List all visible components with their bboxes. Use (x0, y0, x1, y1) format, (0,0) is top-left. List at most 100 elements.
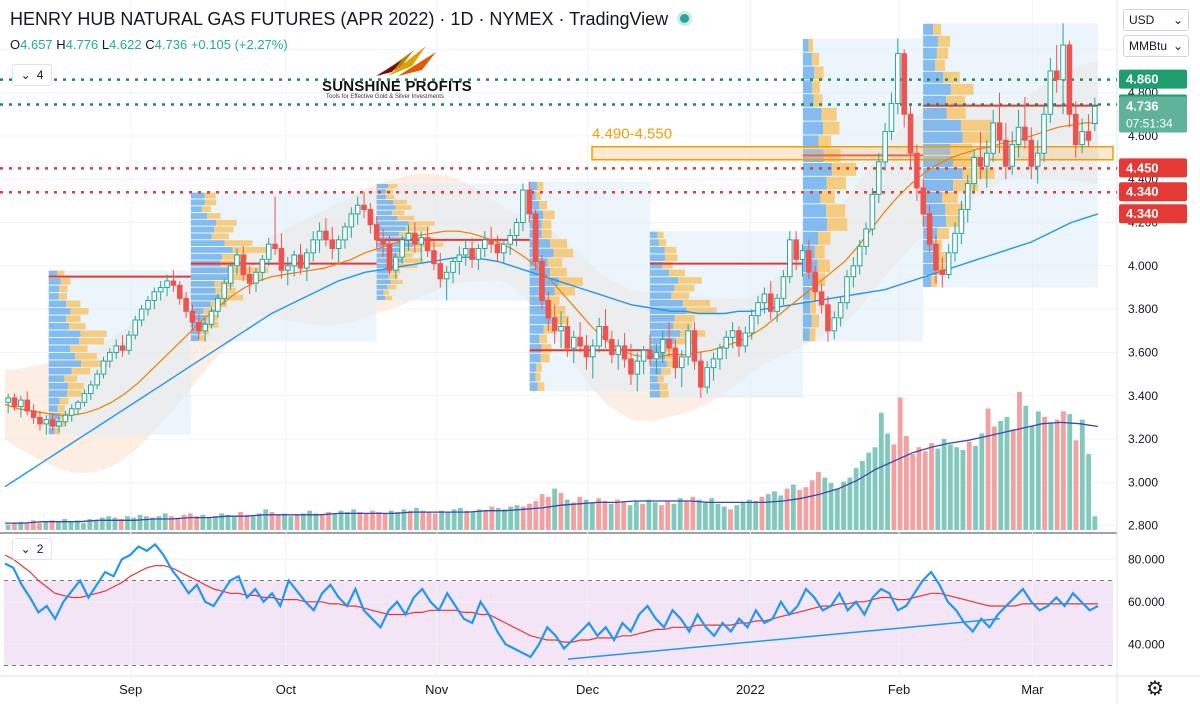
volume-bar (131, 517, 137, 530)
candle-body (75, 401, 81, 410)
volume-bar (809, 480, 815, 530)
candle-body (221, 282, 228, 299)
volume-profile-row-down (950, 143, 973, 155)
volume-profile-row-up (190, 199, 205, 206)
volume-profile-row-down (75, 352, 97, 360)
volume-bar (709, 498, 715, 530)
candle-body (157, 286, 164, 293)
candle-body (653, 351, 660, 360)
volume-profile-row-up (190, 240, 225, 247)
volume-profile-row-up (923, 107, 947, 119)
rsi-indicators-toggle[interactable]: ⌄ 2 (12, 538, 52, 560)
volume-profile-row-down (388, 274, 399, 279)
main-indicator-count: 4 (36, 68, 44, 82)
candle-body (316, 230, 323, 241)
candle-body (43, 419, 50, 425)
ohlc-legend: O4.657 H4.776 L4.622 C4.736 +0.105 (+2.2… (10, 37, 288, 52)
candle-body (107, 351, 113, 362)
volume-profile-row-up (649, 345, 665, 352)
volume-profile-row-down (389, 269, 401, 274)
volume-profile-row-up (923, 167, 963, 179)
volume-profile-row-down (817, 259, 830, 273)
volume-profile-row-up (923, 35, 938, 47)
volume-profile-row-down (935, 263, 946, 275)
candle-body (799, 250, 806, 260)
volume-bar (816, 472, 821, 530)
volume-bar (577, 496, 583, 530)
price-tick-label: 3.800 (1128, 302, 1158, 316)
volume-bar (401, 509, 407, 530)
volume-bar (213, 516, 218, 530)
volume-profile-row-down (59, 397, 69, 405)
candle-body (558, 325, 564, 332)
candle-body (621, 345, 628, 360)
time-tick-label: Sep (119, 682, 142, 697)
volume-bar (263, 509, 269, 530)
volume-profile-row-up (48, 375, 65, 382)
volume-profile-row-up (923, 155, 954, 167)
volume-profile-row-up (376, 231, 399, 237)
volume-profile-row-up (649, 246, 665, 254)
unit-select[interactable]: MMBtu ⌄ (1123, 35, 1189, 57)
candle-body (685, 330, 691, 358)
candle-body (1022, 126, 1028, 141)
volume-profile-row-up (923, 83, 951, 95)
volume-bar (922, 451, 928, 530)
volume-bar (910, 454, 916, 530)
volume-profile-row-down (665, 254, 678, 262)
volume-profile-row-up (923, 263, 936, 275)
candle-body (462, 248, 469, 256)
volume-profile-row-down (204, 199, 217, 206)
level-price-label: 4.860 (1126, 72, 1159, 87)
candle-body (443, 271, 450, 280)
rsi-band-fill (4, 580, 1113, 666)
volume-profile-row-up (190, 253, 222, 260)
currency-select[interactable]: USD ⌄ (1123, 9, 1189, 31)
volume-bar (1042, 416, 1048, 530)
volume-bar (903, 436, 909, 530)
volume-profile-row-down (827, 218, 848, 231)
main-indicators-toggle[interactable]: ⌄ 4 (12, 64, 52, 86)
volume-profile-row-up (649, 330, 681, 337)
low-value: 4.622 (109, 37, 142, 52)
volume-profile-row-down (54, 427, 60, 435)
volume-profile-row-down (937, 227, 949, 239)
volume-bar (250, 516, 256, 530)
volume-bar (55, 521, 61, 530)
volume-profile-row-up (48, 330, 81, 337)
volume-profile-row-up (649, 322, 674, 330)
volume-profile-row-up (802, 135, 819, 149)
symbol-title-text: HENRY HUB NATURAL GAS FUTURES (APR 2022)… (10, 9, 669, 29)
volume-profile-row-down (960, 119, 992, 131)
candle-body (926, 213, 933, 245)
volume-bar (652, 502, 658, 530)
candle-body (869, 193, 876, 230)
candle-body (761, 293, 768, 304)
candle-body (729, 330, 736, 338)
candle-body (354, 204, 361, 215)
volume-profile-row-up (923, 215, 947, 227)
gear-icon[interactable]: ⚙ (1146, 678, 1164, 700)
volume-bar (841, 481, 847, 530)
symbol-title[interactable]: HENRY HUB NATURAL GAS FUTURES (APR 2022)… (10, 9, 690, 30)
candle-body (748, 315, 755, 334)
volume-profile-row-up (802, 38, 809, 52)
volume-profile-row-up (649, 315, 675, 322)
high-value: 4.776 (65, 37, 99, 52)
volume-profile-row-down (401, 247, 423, 253)
volume-bar (5, 524, 11, 530)
volume-profile-row-up (190, 308, 204, 314)
volume-profile-row-up (48, 412, 60, 420)
candle-body (265, 243, 272, 260)
volume-bar (571, 502, 576, 530)
volume-profile-row-up (923, 59, 936, 71)
volume-profile-row-up (649, 292, 672, 299)
candle-body (227, 265, 234, 284)
volume-bar (1067, 414, 1073, 530)
volume-profile-row-up (649, 239, 659, 246)
volume-bar (564, 499, 570, 530)
volume-bar (332, 513, 338, 530)
candle-body (723, 336, 730, 349)
volume-bar (81, 523, 86, 530)
